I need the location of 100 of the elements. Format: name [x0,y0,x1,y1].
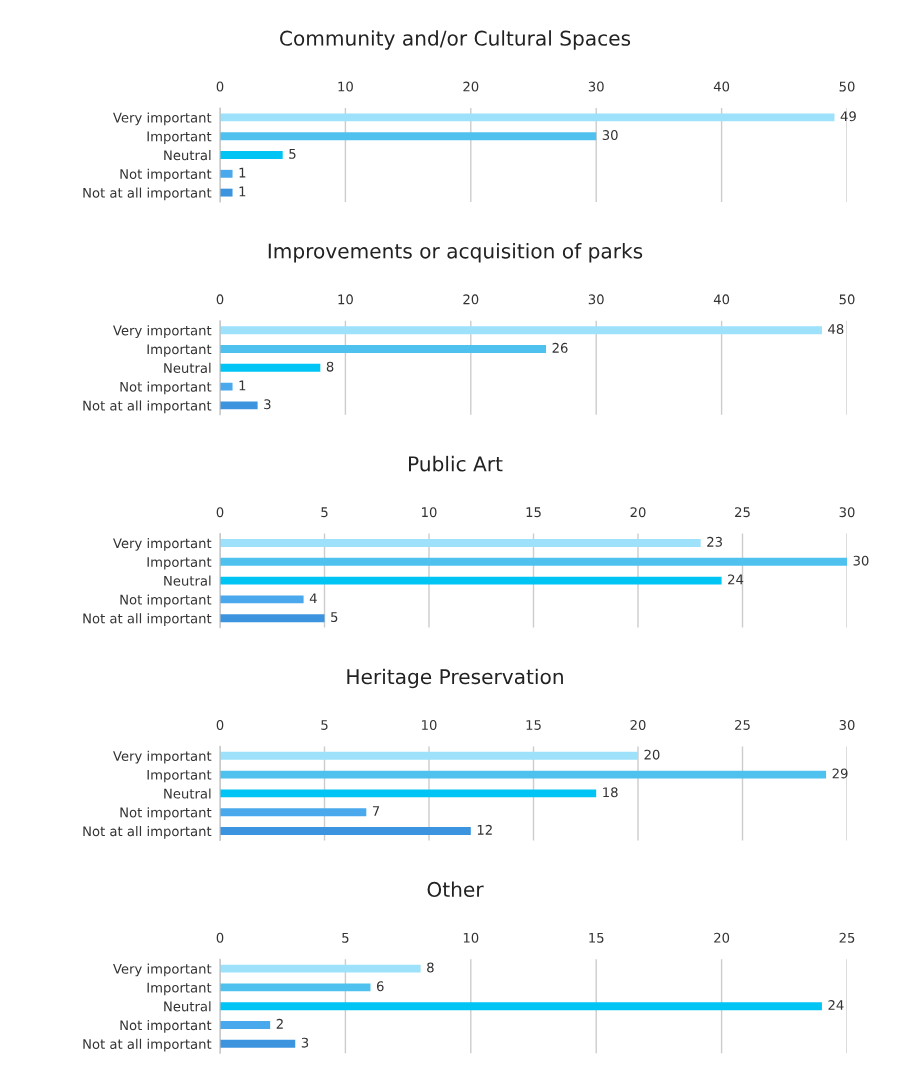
data-label: 12 [477,824,492,835]
bar [220,113,835,122]
y-tick-label: Not important [120,1019,212,1033]
data-label: 3 [301,1037,309,1048]
chart-title: Public Art [409,455,503,472]
y-tick-label: Very important [113,325,212,338]
bar [220,770,827,779]
x-tick-label: 20 [463,294,479,305]
chart-title: Heritage Preservation [347,668,563,689]
bar [220,539,701,547]
bar [220,326,822,335]
x-tick-label: 25 [839,932,855,943]
data-label: 20 [644,749,660,760]
bar [220,151,283,159]
data-label: 3 [264,399,271,410]
y-tick-label: Important [147,769,212,783]
data-label: 30 [853,555,869,566]
bar [220,964,421,973]
y-tick-label: Neutral [164,788,211,799]
y-tick-label: Very important [113,112,212,126]
x-tick-label: 5 [321,507,328,518]
bar [220,557,847,566]
bar [220,595,304,604]
bar [220,751,638,760]
bar [220,401,258,410]
chart-title: Other [427,881,484,898]
x-tick-label: 10 [422,507,437,518]
data-label: 1 [239,167,246,178]
y-tick-label: Neutral [164,149,211,161]
x-tick-label: 10 [422,719,437,730]
x-tick-label: 15 [589,932,604,943]
data-label: 5 [331,612,338,623]
data-label: 1 [239,380,246,391]
data-label: 6 [376,981,384,992]
x-tick-label: 10 [463,932,479,943]
x-tick-label: 25 [735,507,750,518]
y-tick-label: Very important [113,750,212,764]
data-label: 18 [603,787,618,798]
y-tick-label: Not at all important [83,1038,212,1052]
data-label: 2 [276,1018,283,1029]
y-tick-label: Not at all important [83,400,212,414]
data-label: 5 [289,149,296,159]
data-label: 24 [728,574,744,585]
bar [220,363,321,372]
data-label: 29 [832,768,848,779]
data-label: 8 [427,962,434,973]
x-tick-label: 30 [839,719,855,730]
x-tick-label: 20 [714,932,730,943]
bar [220,614,325,623]
data-label: 23 [707,536,722,547]
data-label: 26 [552,342,568,353]
x-tick-label: 15 [526,507,541,518]
y-tick-label: Not important [120,381,212,395]
y-tick-label: Not at all important [83,825,212,839]
data-label: 48 [828,324,844,335]
y-tick-label: Important [147,344,212,357]
bar [220,808,367,817]
x-tick-label: 5 [342,932,349,943]
data-label: 8 [326,361,334,372]
x-tick-label: 25 [735,719,750,730]
data-label: 4 [309,593,317,604]
bar [220,1002,822,1011]
x-tick-label: 20 [463,81,479,92]
bar [220,1021,271,1029]
y-tick-label: Neutral [164,575,211,586]
data-label: 1 [239,186,246,197]
x-tick-label: 20 [630,719,646,730]
y-tick-label: Not at all important [83,613,212,626]
x-tick-label: 40 [713,81,730,92]
y-tick-label: Very important [113,963,212,977]
x-tick-label: 30 [839,507,855,518]
chart-title: Improvements or acquisition of parks [268,243,643,263]
y-tick-label: Not important [120,807,212,820]
bar [220,576,722,585]
y-tick-label: Neutral [164,362,211,373]
y-tick-label: Important [147,982,212,996]
y-tick-label: Not at all important [83,187,212,201]
x-tick-label: 40 [713,294,730,305]
x-tick-label: 0 [216,81,224,92]
x-tick-label: 20 [630,507,646,518]
y-tick-label: Neutral [164,1001,211,1012]
x-tick-label: 0 [216,294,224,305]
x-tick-label: 15 [526,720,541,730]
x-tick-label: 30 [588,294,604,305]
x-tick-label: 0 [216,932,224,943]
bar [220,382,233,391]
bar [220,827,471,835]
y-tick-label: Very important [113,537,212,551]
bar [220,345,547,353]
x-tick-label: 5 [321,720,328,730]
x-tick-label: 50 [839,81,855,92]
y-tick-label: Not important [120,594,212,608]
data-label: 7 [372,806,380,816]
x-tick-label: 30 [588,81,604,92]
bar [220,1039,296,1048]
bar [220,789,597,798]
y-tick-label: Important [147,557,212,570]
x-tick-label: 10 [338,294,353,305]
x-tick-label: 50 [839,294,855,305]
x-tick-label: 0 [216,719,224,730]
